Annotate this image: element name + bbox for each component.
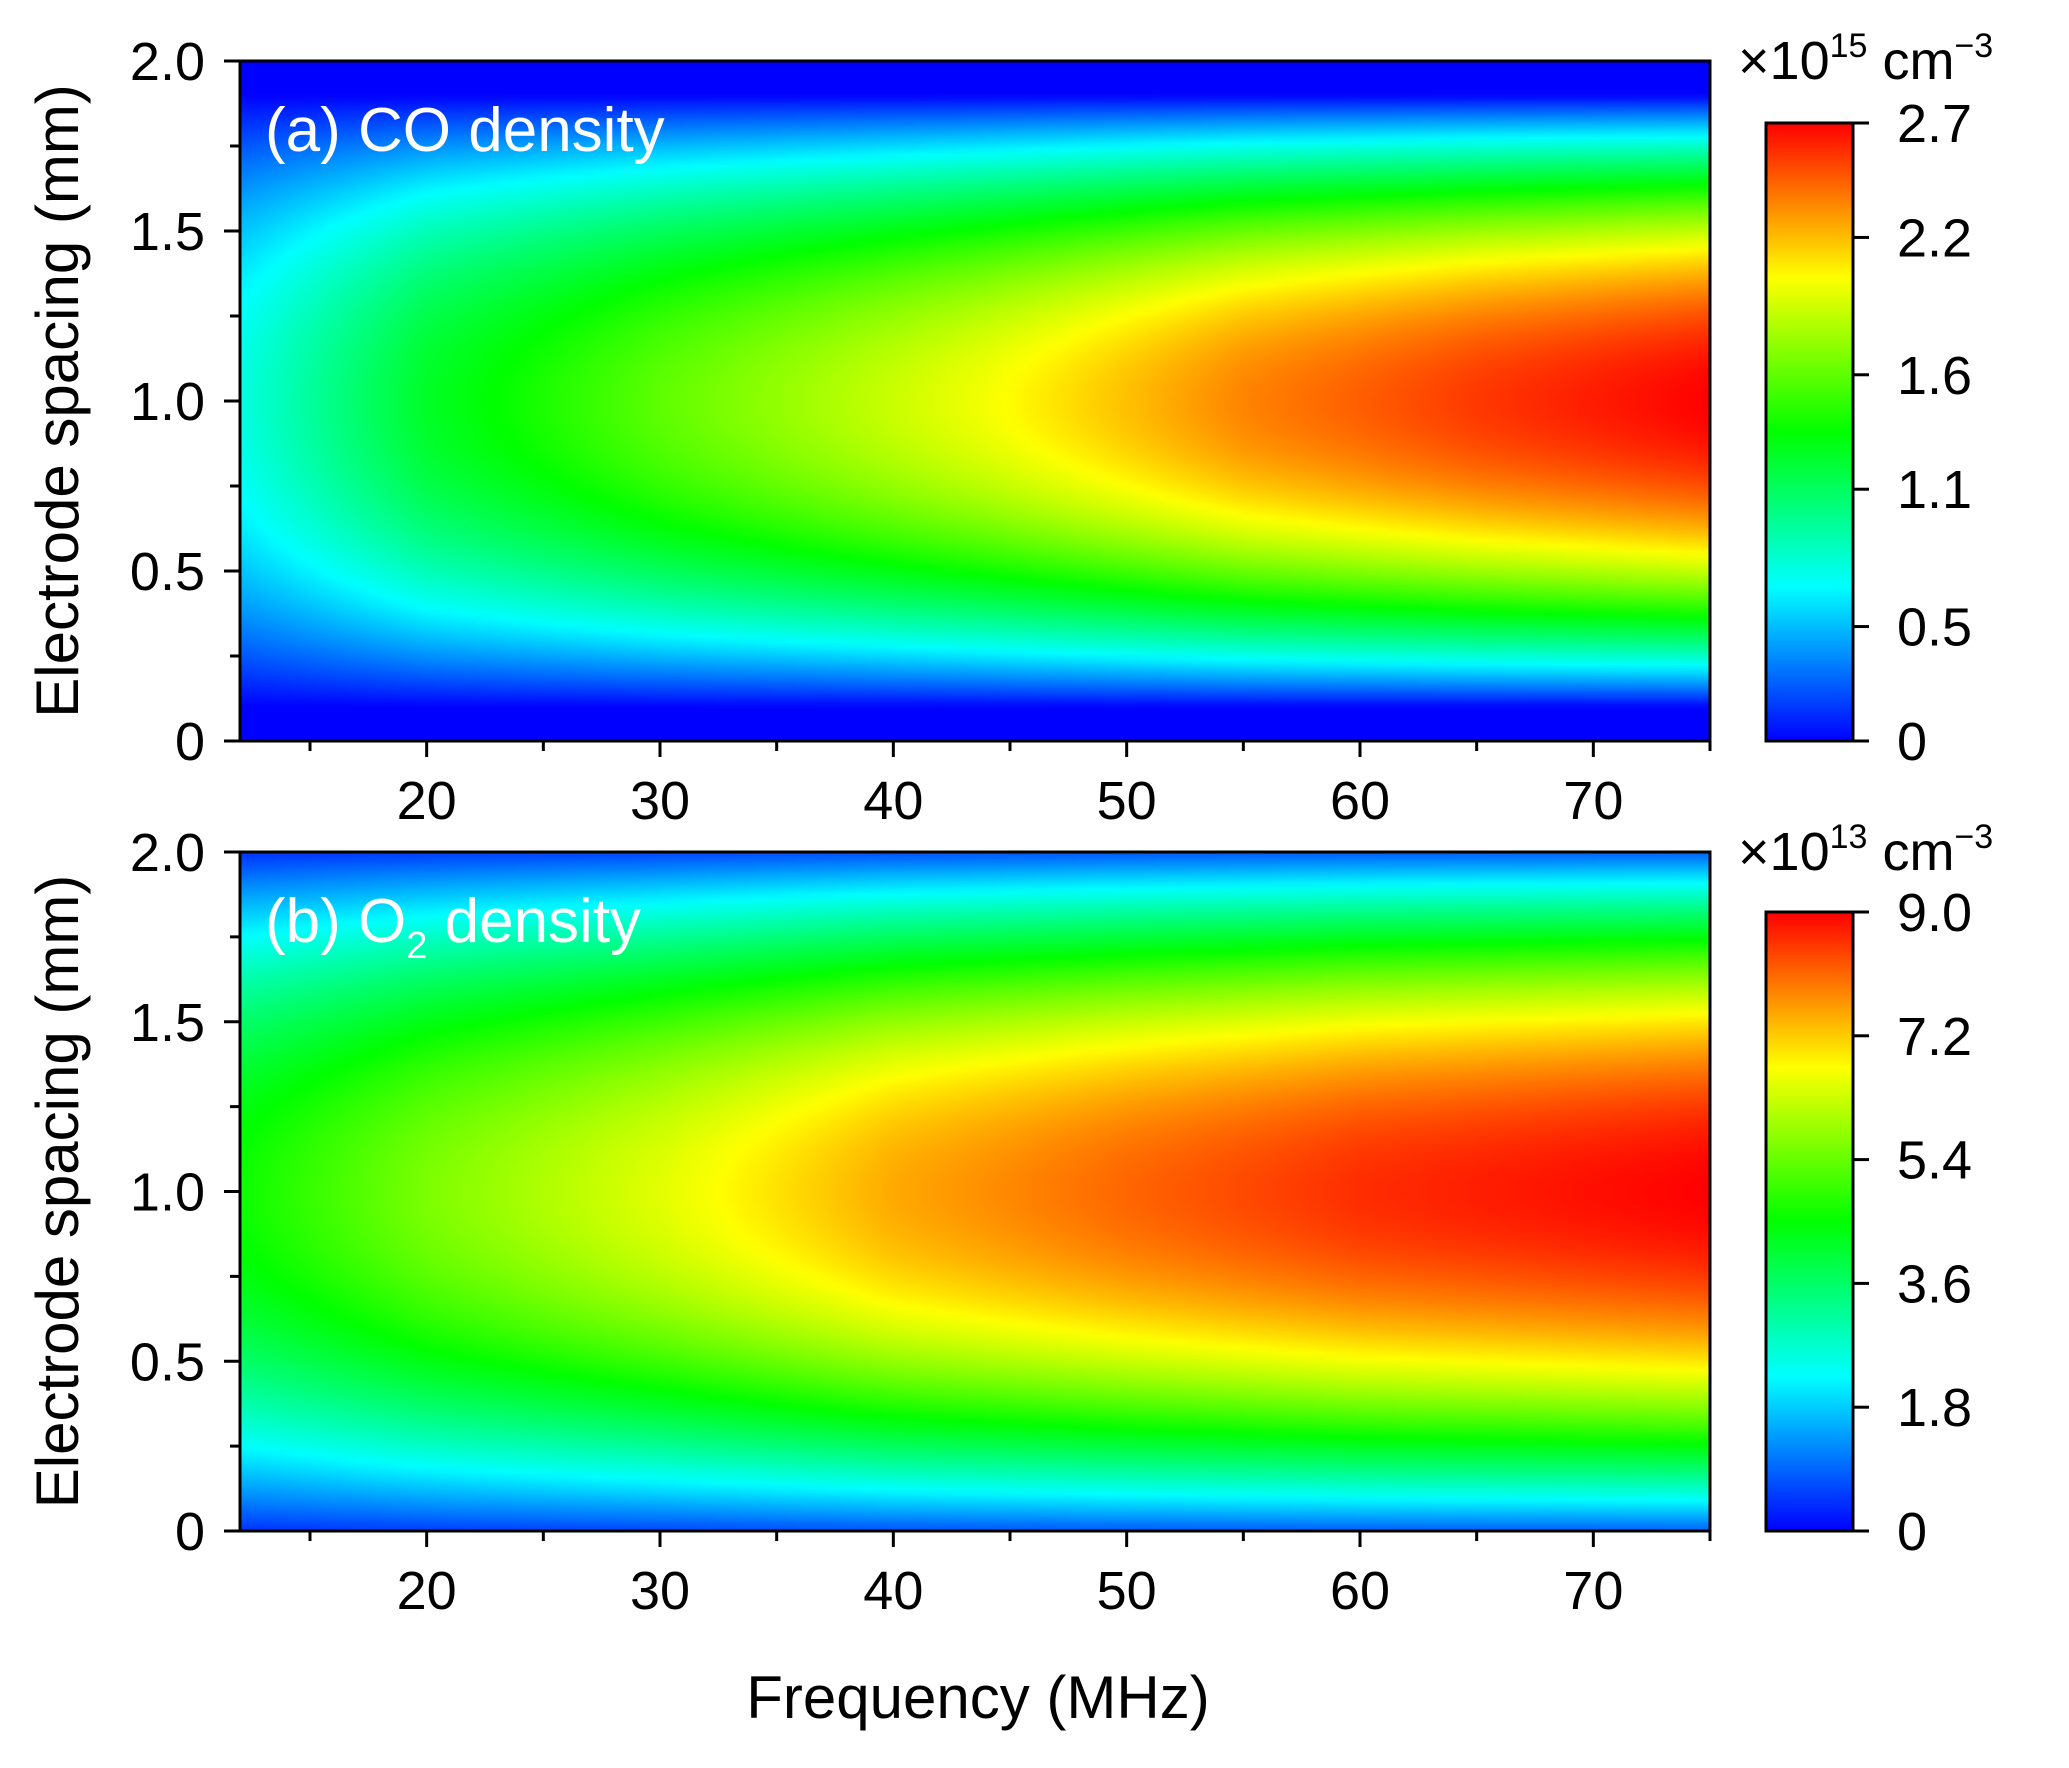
- y-tick-label: 0: [175, 712, 205, 772]
- colorbar-tick-label: 0: [1897, 1502, 1927, 1562]
- colorbar-tick-label: 0.5: [1897, 598, 1972, 658]
- colorbar-tick-label: 3.6: [1897, 1254, 1972, 1314]
- x-tick-label: 30: [630, 771, 690, 831]
- y-tick-label: 1.0: [130, 372, 205, 432]
- y-tick-label: 2.0: [130, 32, 205, 92]
- colorbar-tick-label: 1.8: [1897, 1378, 1972, 1438]
- colorbar-a: [1764, 121, 1855, 743]
- x-tick-label: 70: [1563, 771, 1623, 831]
- colorbar-tick-label: 0: [1897, 712, 1927, 772]
- y-tick-label: 1.5: [130, 202, 205, 262]
- y-axis-title-a: Electrode spacing (mm): [24, 84, 91, 718]
- y-tick-label: 0.5: [130, 1332, 205, 1392]
- x-tick-label: 60: [1330, 1561, 1390, 1621]
- y-tick-label: 1.5: [130, 993, 205, 1053]
- x-tick-label: 60: [1330, 771, 1390, 831]
- x-tick-label: 20: [397, 1561, 457, 1621]
- colorbar-unit-b: ×1013 cm−3: [1738, 818, 1993, 882]
- colorbar-tick-label: 5.4: [1897, 1131, 1972, 1191]
- panel-label-a: (a) CO density: [265, 96, 665, 165]
- heatmap-image-a: [240, 61, 1710, 741]
- x-tick-label: 70: [1563, 1561, 1623, 1621]
- x-tick-label: 50: [1097, 771, 1157, 831]
- x-tick-label: 30: [630, 1561, 690, 1621]
- y-tick-label: 0.5: [130, 542, 205, 602]
- x-tick-label: 40: [863, 1561, 923, 1621]
- panel-label-subscript: 2: [406, 925, 427, 967]
- heatmap-image-b: [240, 852, 1710, 1531]
- y-axis-title-b: Electrode spacing (mm): [24, 875, 91, 1509]
- y-tick-label: 2.0: [130, 823, 205, 883]
- x-tick-label: 40: [863, 771, 923, 831]
- y-tick-label: 0: [175, 1502, 205, 1562]
- panel-a: (a) CO density 20 30 40 50 60 70 0 0.5 1.0 1.5 2.0 E…: [24, 27, 1993, 831]
- colorbar-tick-label: 2.7: [1897, 94, 1972, 154]
- x-tick-label: 20: [397, 771, 457, 831]
- colorbar-tick-label: 7.2: [1897, 1007, 1972, 1067]
- y-tick-label: 1.0: [130, 1163, 205, 1223]
- colorbar-tick-label: 1.1: [1897, 460, 1972, 520]
- panel-label-b: (b) O2 density: [265, 887, 641, 967]
- x-tick-label: 50: [1097, 1561, 1157, 1621]
- colorbar-tick-label: 1.6: [1897, 346, 1972, 406]
- colorbar-tick-label: 2.2: [1897, 208, 1972, 268]
- colorbar-tick-label: 9.0: [1897, 883, 1972, 943]
- colorbar-unit-a: ×1015 cm−3: [1738, 27, 1993, 91]
- x-axis-title: Frequency (MHz): [746, 1664, 1209, 1731]
- colorbar-b: [1764, 910, 1855, 1533]
